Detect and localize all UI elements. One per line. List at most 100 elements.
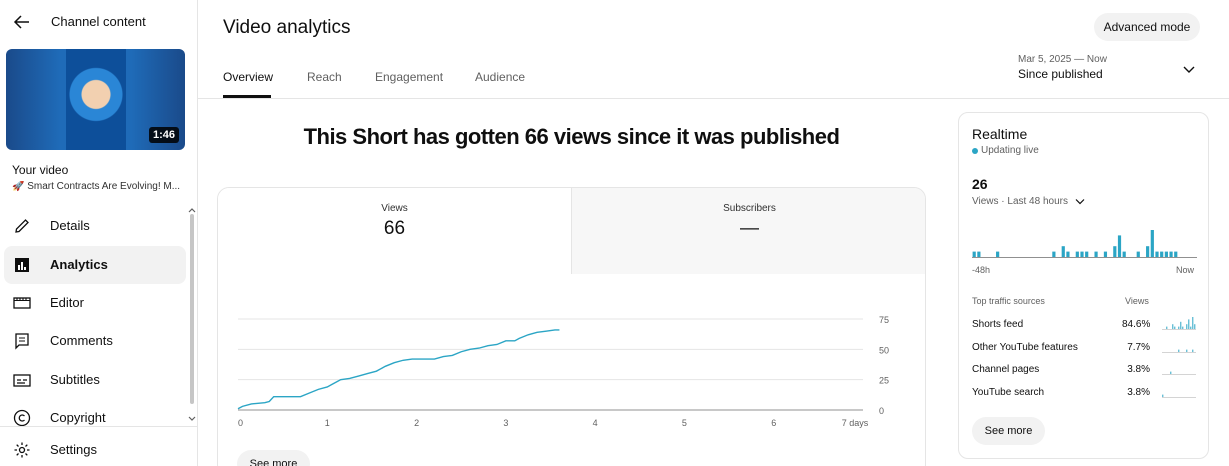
video-thumbnail[interactable]: 1:46 (6, 49, 185, 150)
realtime-period-label[interactable]: Views · Last 48 hours (972, 196, 1068, 207)
realtime-bar (972, 251, 976, 257)
sparkline-bar (1186, 349, 1188, 352)
sidebar-item-analytics[interactable]: Analytics (4, 246, 186, 284)
sparkline-bar (1192, 317, 1194, 329)
sidebar-item-comments[interactable]: Comments (4, 322, 186, 360)
tab-audience[interactable]: Audience (475, 70, 526, 84)
realtime-bar (1103, 251, 1108, 257)
realtime-see-more-button[interactable]: See more (972, 417, 1045, 445)
y-tick-label: 25 (879, 376, 889, 386)
realtime-axis-end: Now (1176, 265, 1195, 275)
y-tick-label: 75 (879, 315, 889, 325)
x-tick-label: 2 (414, 418, 419, 428)
back-to-channel-content[interactable]: Channel content (0, 0, 198, 44)
traffic-sources-header: Top traffic sources (972, 296, 1045, 306)
pencil-icon (15, 219, 29, 233)
realtime-bar (1160, 251, 1164, 257)
realtime-bar (1094, 251, 1098, 257)
realtime-bar (1164, 251, 1168, 257)
live-dot-icon (972, 148, 978, 154)
active-tab-indicator (223, 95, 271, 98)
realtime-bar (1122, 251, 1126, 257)
sparkline-bar (1162, 394, 1164, 397)
realtime-bar (1061, 246, 1065, 257)
sidebar-item-label: Editor (50, 295, 84, 310)
traffic-source-row: Channel pages 3.8% (972, 364, 1200, 384)
realtime-bar (1174, 251, 1178, 257)
views-headline: This Short has gotten 66 views since it … (303, 124, 840, 149)
sidebar-item-details[interactable]: Details (4, 207, 186, 245)
traffic-source-name: Channel pages (972, 364, 1040, 375)
realtime-bar (1085, 251, 1089, 257)
metric-value: 66 (383, 218, 406, 239)
traffic-source-name: Other YouTube features (972, 342, 1078, 353)
chevron-down-icon (1183, 66, 1195, 73)
analytics-icon (15, 258, 29, 272)
realtime-bar (1169, 251, 1173, 257)
your-video-label: Your video (12, 163, 69, 177)
y-tick-label: 50 (879, 345, 889, 355)
scroll-up-icon[interactable] (188, 207, 196, 213)
page-title: Video analytics (223, 17, 351, 38)
realtime-bar (996, 251, 1000, 257)
date-range-text: Mar 5, 2025 — Now (1018, 54, 1107, 65)
x-tick-label: 1 (325, 418, 330, 428)
sidebar-item-settings[interactable]: Settings (4, 431, 186, 466)
thumbnail-duration: 1:46 (148, 127, 179, 143)
tab-reach[interactable]: Reach (307, 70, 342, 84)
traffic-source-pct: 7.7% (1127, 342, 1150, 353)
tab-engagement[interactable]: Engagement (375, 70, 444, 84)
advanced-mode-button[interactable]: Advanced mode (1094, 13, 1200, 41)
sidebar-item-label: Details (50, 218, 90, 233)
header-divider (198, 98, 1229, 99)
sparkline-bar (1190, 326, 1192, 329)
traffic-source-pct: 3.8% (1127, 364, 1150, 375)
sidebar-item-editor[interactable]: Editor (4, 284, 186, 322)
traffic-sparkline (1162, 317, 1196, 330)
metrics-card: Views 66 Subscribers — 75 50 25 0 0 1 2 3 4 5 6 7 d… (217, 187, 926, 466)
copyright-icon (13, 409, 31, 427)
metric-views[interactable]: Views 66 (218, 188, 572, 274)
video-title[interactable]: 🚀 Smart Contracts Are Evolving! M... (12, 181, 181, 192)
x-tick-label: 6 (771, 418, 776, 428)
realtime-bar (1150, 230, 1154, 257)
metric-label: Subscribers (723, 203, 776, 214)
sidebar-item-label: Comments (50, 333, 113, 348)
x-tick-label: 4 (593, 418, 598, 428)
realtime-title: Realtime (972, 126, 1028, 142)
metric-subscribers[interactable]: Subscribers — (572, 188, 925, 274)
sidebar-item-label: Copyright (50, 410, 106, 425)
x-tick-label: 5 (682, 418, 687, 428)
x-tick-label: 0 (238, 418, 243, 428)
scroll-thumb[interactable] (190, 214, 194, 404)
realtime-count: 26 (972, 176, 988, 192)
sidebar-scrollbar[interactable] (188, 207, 196, 421)
sidebar-item-subtitles[interactable]: Subtitles (4, 361, 186, 399)
chevron-down-icon[interactable] (1075, 198, 1085, 205)
traffic-source-row: YouTube search 3.8% (972, 387, 1200, 407)
realtime-card: Realtime Updating live 26 Views · Last 4… (958, 112, 1209, 459)
traffic-source-row: Other YouTube features 7.7% (972, 342, 1200, 362)
see-more-button[interactable]: See more (237, 450, 310, 466)
sparkline-bar (1180, 321, 1182, 329)
sidebar-item-copyright[interactable]: Copyright (4, 399, 186, 437)
tab-overview[interactable]: Overview (223, 70, 274, 84)
sparkline-bar (1178, 326, 1180, 329)
realtime-bar (1080, 251, 1084, 257)
realtime-bar-chart (972, 230, 1197, 258)
realtime-bar (977, 251, 981, 257)
realtime-bar (1052, 251, 1056, 257)
sidebar-item-label: Analytics (50, 257, 108, 272)
realtime-bar (1117, 235, 1122, 257)
scroll-down-icon[interactable] (188, 416, 196, 422)
realtime-bar (1066, 251, 1070, 257)
traffic-source-name: YouTube search (972, 387, 1045, 398)
sparkline-bar (1178, 349, 1180, 352)
sidebar-divider (0, 426, 197, 427)
date-range-label: Since published (1018, 67, 1103, 81)
metric-value: — (740, 218, 759, 239)
traffic-sparkline (1162, 394, 1196, 398)
live-status: Updating live (981, 145, 1039, 156)
traffic-source-row: Shorts feed 84.6% (972, 317, 1200, 339)
